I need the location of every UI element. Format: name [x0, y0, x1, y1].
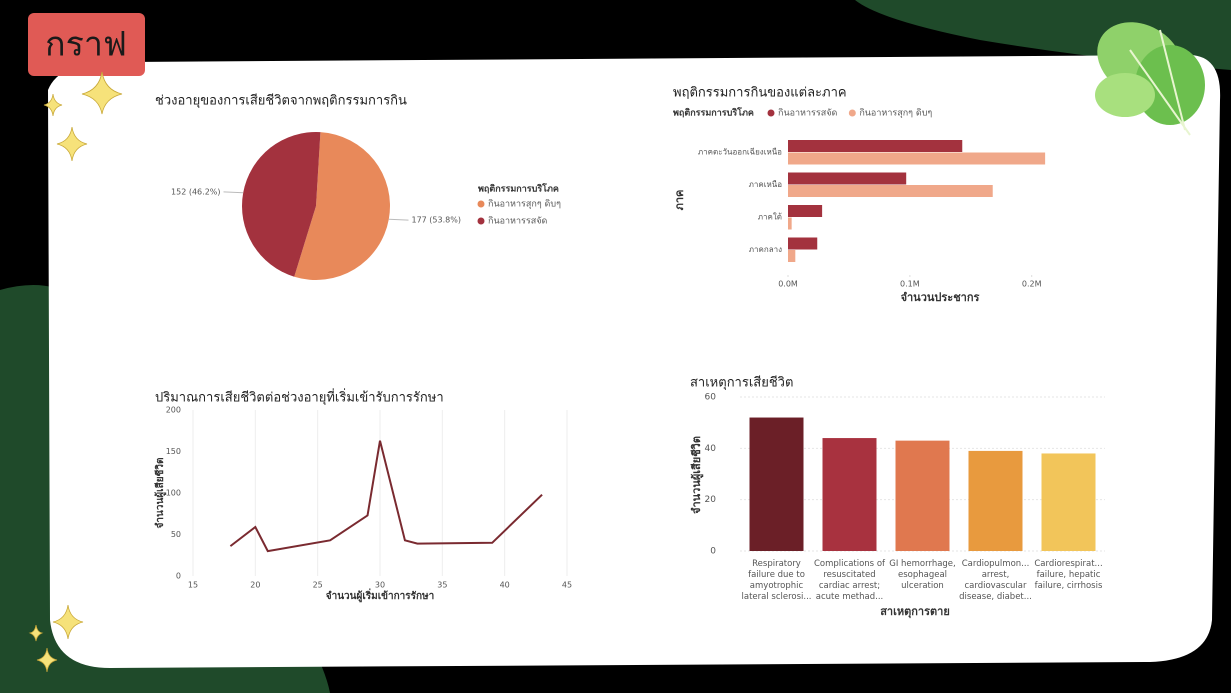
bar — [788, 205, 823, 217]
legend-marker — [848, 109, 856, 117]
legend-marker — [477, 200, 485, 208]
y-tick-label: 0 — [710, 547, 716, 557]
title-badge — [28, 13, 145, 76]
x-axis-label: จำนวนประชากร — [901, 291, 980, 304]
x-tick-label-box: Cardiopulmon... arrest, cardiovascular d… — [959, 559, 1032, 602]
bar — [788, 250, 796, 262]
x-tick-label: 15 — [188, 581, 198, 590]
data-label: 177 (53.8%) — [411, 216, 460, 225]
leader-line — [223, 191, 244, 194]
lettuce — [1095, 22, 1205, 136]
bar — [822, 438, 877, 551]
y-tick-label: 20 — [705, 495, 717, 505]
bar — [749, 417, 804, 551]
sparkles — [28, 71, 123, 673]
pie-slice — [241, 131, 321, 277]
bar — [895, 440, 950, 551]
x-tick-label: Respiratory failure due to amyotrophic l… — [741, 559, 812, 602]
y-tick-label: 60 — [705, 393, 717, 403]
y-axis-label: จำนวนผู้เสียชีวิต — [154, 458, 167, 529]
bar — [1041, 453, 1096, 551]
y-tick-label: 150 — [166, 447, 181, 456]
y-tick-label: 200 — [166, 406, 181, 415]
chart-title: ช่วงอายุของการเสียชีวิตจากพฤติกรรมการกิน — [155, 93, 407, 109]
x-axis-label: สาเหตุการตาย — [880, 605, 950, 619]
x-tick-label: 35 — [437, 581, 447, 590]
bar — [788, 217, 792, 230]
y-tick-label: ภาคใต้ — [758, 213, 782, 222]
x-tick-label: Complications of resuscitated cardiac ar… — [813, 559, 886, 602]
legend-marker — [767, 109, 775, 117]
y-tick-label: 0 — [176, 572, 181, 581]
y-tick-label: 40 — [705, 444, 717, 454]
x-tick-label: 45 — [562, 581, 572, 590]
bar — [968, 450, 1023, 551]
x-tick-label: Cardiopulmon... arrest, cardiovascular d… — [959, 559, 1032, 602]
y-tick-label: ภาคเหนือ — [749, 180, 783, 189]
x-tick-label: Cardiorespirat... failure, hepatic failu… — [1034, 559, 1103, 591]
x-tick-label-box: Respiratory failure due to amyotrophic l… — [741, 559, 812, 602]
x-tick-label: GI hemorrhage, esophageal ulceration — [889, 559, 956, 591]
x-tick-label: 0.1M — [900, 280, 920, 289]
y-tick-label: ภาคตะวันออกเฉียงเหนือ — [698, 148, 782, 157]
x-axis-label: จำนวนผู้เริ่มเข้าการรักษา — [326, 588, 435, 603]
leader-line — [388, 218, 409, 221]
legend-title: พฤติกรรมการบริโภค — [673, 107, 754, 119]
x-tick-label: 30 — [375, 581, 385, 590]
x-tick-label: 25 — [313, 581, 323, 590]
legend-title: พฤติกรรมการบริโภค — [478, 183, 559, 195]
chart-title: พฤติกรรมการกินของแต่ละภาค — [673, 86, 847, 101]
legend-marker — [477, 217, 485, 225]
y-axis-label: จำนวนผู้เสียชีวิต — [690, 436, 704, 514]
bar — [788, 152, 1046, 165]
x-tick-label: 20 — [250, 581, 260, 590]
bar — [788, 172, 907, 185]
x-tick-label: 0.2M — [1022, 280, 1042, 289]
x-tick-label-box: Complications of resuscitated cardiac ar… — [813, 559, 886, 602]
page-title: กราฟ — [45, 25, 127, 65]
x-tick-label: 40 — [500, 581, 510, 590]
line — [229, 440, 543, 553]
x-tick-label-box: Cardiorespirat... failure, hepatic failu… — [1034, 559, 1103, 591]
chart-title: ปริมาณการเสียชีวิตต่อช่วงอายุที่เริ่มเข้… — [155, 389, 444, 406]
legend-label: กินอาหารสุกๆ ดิบๆ — [488, 199, 561, 210]
y-axis-label: ภาค — [673, 190, 686, 211]
y-tick-label: 100 — [166, 489, 181, 498]
y-tick-label: ภาคกลาง — [749, 245, 782, 254]
chart-title: สาเหตุการเสียชีวิต — [690, 375, 793, 391]
bar — [788, 140, 963, 152]
pie-slice — [294, 132, 390, 280]
x-tick-label: 0.0M — [778, 280, 798, 289]
data-label: 152 (46.2%) — [171, 187, 220, 196]
legend-label: กินอาหารสุกๆ ดิบๆ — [859, 108, 932, 119]
x-tick-label-box: GI hemorrhage, esophageal ulceration — [889, 559, 956, 591]
legend-label: กินอาหารรสจัด — [488, 216, 547, 227]
bar — [788, 185, 993, 197]
bar — [788, 237, 818, 250]
legend-label: กินอาหารรสจัด — [778, 108, 837, 119]
y-tick-label: 50 — [171, 530, 181, 539]
